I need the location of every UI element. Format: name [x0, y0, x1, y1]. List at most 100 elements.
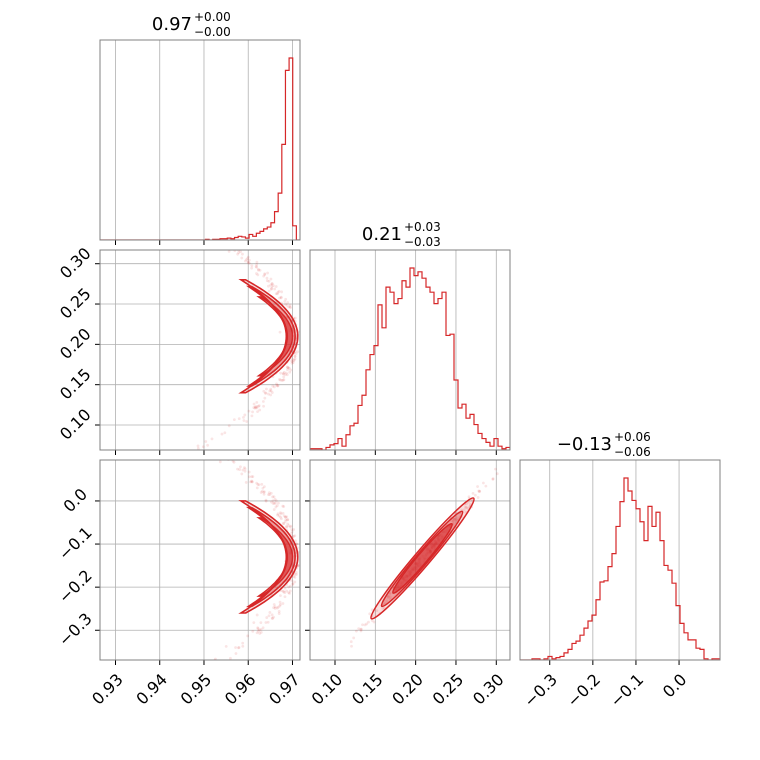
sample-point [287, 591, 291, 595]
sample-point [232, 460, 236, 464]
density-contour-3 [256, 517, 294, 597]
sample-point [228, 246, 231, 249]
sample-point [236, 252, 240, 256]
y-tick-label: 0.10 [56, 405, 95, 444]
sample-point [279, 371, 283, 375]
sample-point [237, 417, 241, 421]
sample-point [249, 480, 252, 484]
sample-point [256, 410, 259, 414]
sample-point [33, 368, 36, 371]
sample-point [246, 634, 250, 638]
sample-point [476, 496, 480, 499]
marginal-title-value: −0.13 [557, 434, 612, 455]
sample-point [214, 657, 217, 660]
sample-point [265, 279, 269, 283]
sample-point [278, 296, 281, 300]
sample-point [237, 646, 240, 650]
sample-point [247, 475, 251, 479]
sample-point [284, 371, 288, 375]
sample-point [296, 350, 300, 354]
sample-point [288, 525, 292, 529]
sample-point [452, 519, 455, 523]
sample-point [272, 501, 276, 505]
x-tick-label: 0.25 [429, 670, 468, 709]
sample-point [189, 453, 192, 456]
sample-point [288, 370, 292, 374]
sample-point [229, 656, 232, 660]
sample-point [452, 521, 456, 525]
sample-point [476, 485, 479, 488]
sample-point [274, 285, 278, 288]
sample-point [234, 646, 237, 649]
sample-point [285, 524, 288, 528]
sample-point [276, 384, 280, 387]
sample-point [361, 623, 364, 627]
sample-point [256, 273, 260, 277]
sample-point [257, 404, 261, 408]
sample-point [259, 627, 263, 631]
histogram-step-line [310, 267, 510, 450]
sample-point [272, 508, 276, 511]
sample-point [456, 516, 459, 520]
sample-point [293, 573, 297, 577]
sample-point [292, 528, 296, 531]
sample-point [451, 519, 455, 523]
sample-point [210, 437, 214, 441]
sample-point [367, 620, 370, 624]
sample-point [260, 489, 264, 493]
sample-point [267, 392, 270, 396]
sample-point [284, 518, 288, 522]
sample-point [363, 623, 367, 627]
sample-point [261, 486, 265, 490]
sample-point [277, 612, 281, 616]
sample-point [282, 375, 286, 379]
marginal-title-lower-error: −0.03 [404, 235, 441, 249]
sample-point [290, 359, 294, 363]
sample-point [279, 603, 282, 606]
sample-point [274, 292, 278, 296]
sample-point [263, 391, 267, 395]
sample-point [255, 272, 258, 275]
sample-point [246, 255, 250, 259]
sample-point [291, 361, 295, 365]
sample-point [494, 467, 497, 471]
sample-point [290, 360, 294, 363]
sample-point [271, 617, 274, 621]
sample-point [286, 366, 290, 369]
sample-point [269, 287, 273, 291]
sample-point [290, 361, 294, 365]
sample-point [295, 572, 298, 576]
sample-point [273, 287, 277, 291]
marginal-title-value: 0.97 [152, 14, 192, 35]
panel-frame [99, 459, 301, 661]
x-tick-label: 0.0 [659, 670, 690, 701]
sample-point [287, 366, 291, 370]
sample-point [34, 364, 37, 367]
sample-point [266, 620, 270, 624]
sample-point [359, 628, 363, 631]
sample-point [386, 596, 390, 599]
sample-point [481, 481, 485, 485]
sample-point [242, 419, 246, 422]
sample-point [262, 490, 266, 494]
sample-point [269, 500, 273, 504]
sample-point [478, 490, 481, 493]
sample-point [350, 644, 353, 648]
sample-point [259, 631, 263, 634]
sample-point [262, 492, 266, 496]
marginal-panel-1: 0.21 +0.03−0.03 [309, 220, 511, 455]
sample-point [250, 480, 254, 484]
sample-point [251, 410, 254, 414]
sample-point [256, 629, 260, 633]
sample-point [261, 626, 265, 630]
sample-point [265, 616, 269, 619]
sample-point [365, 622, 369, 626]
sample-point [258, 632, 262, 635]
sample-point [281, 504, 285, 508]
sample-point [219, 452, 222, 455]
sample-point [256, 627, 260, 631]
sample-point [291, 582, 295, 585]
sample-point [354, 629, 358, 633]
sample-point [495, 472, 499, 476]
